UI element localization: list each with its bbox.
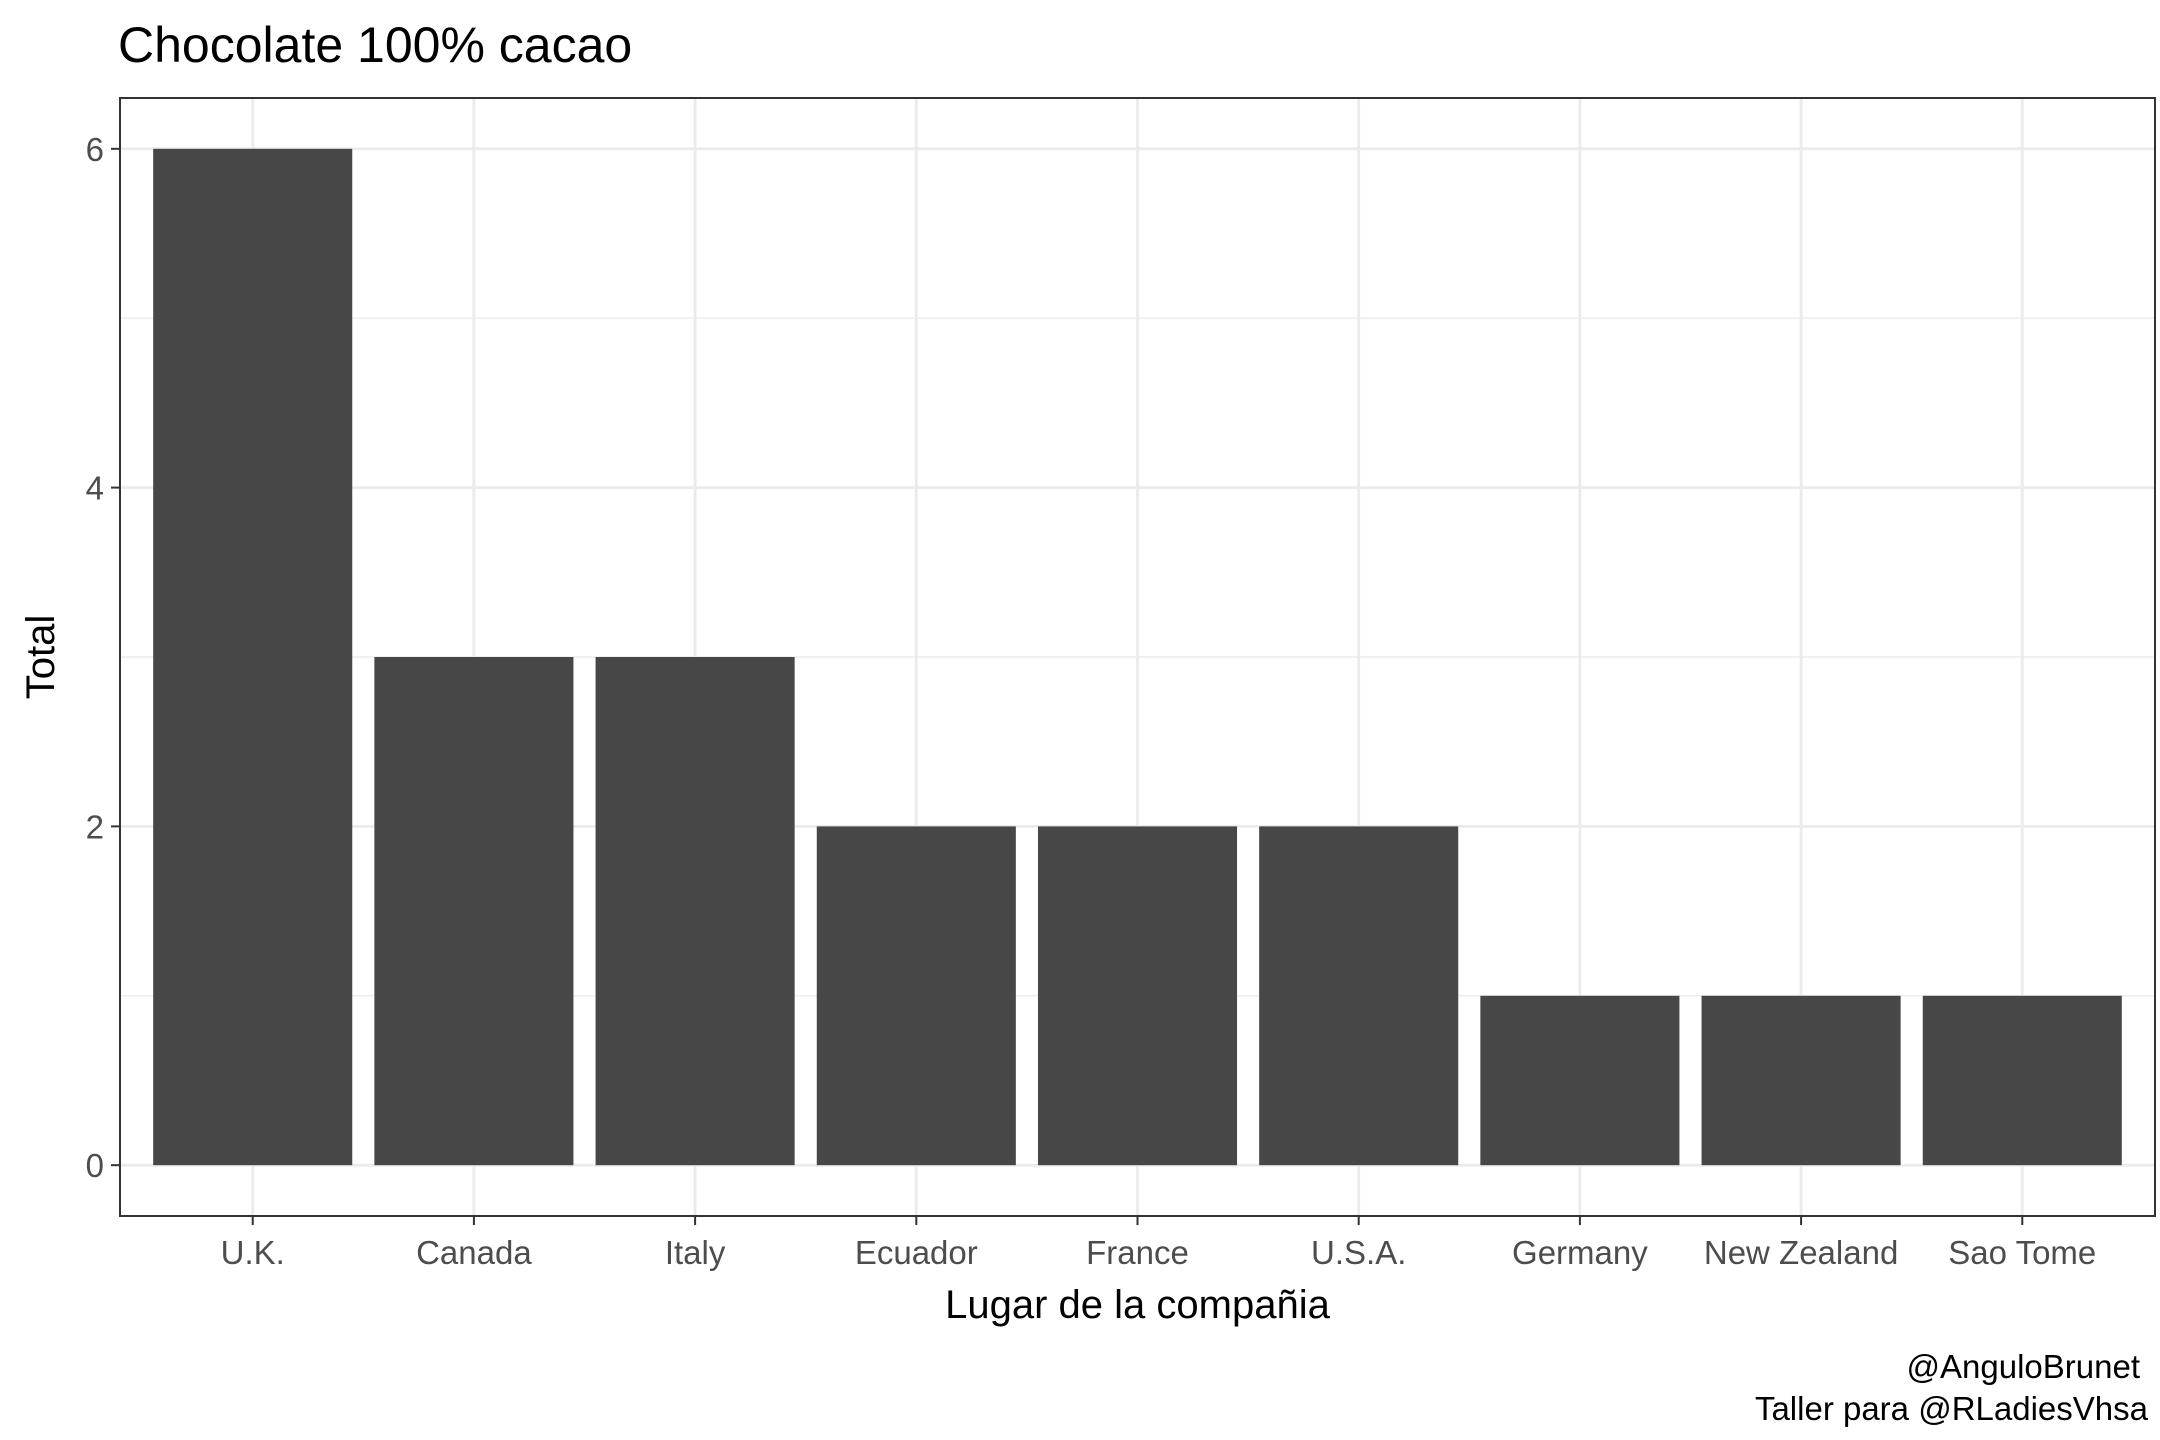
x-tick-label: Ecuador [855, 1234, 978, 1271]
bar-u-s-a [1259, 826, 1459, 1166]
bar-germany [1480, 995, 1680, 1166]
x-tick-label: U.S.A. [1311, 1234, 1406, 1271]
bar-u-k [153, 148, 353, 1166]
x-tick-label: New Zealand [1704, 1234, 1898, 1271]
x-tick-label: U.K. [221, 1234, 285, 1271]
y-tick-label: 4 [86, 470, 104, 507]
bar-sao-tome [1922, 995, 2122, 1166]
x-tick-label: Germany [1512, 1234, 1648, 1271]
y-axis-title: Total [19, 615, 63, 700]
x-tick-label: Canada [416, 1234, 532, 1271]
y-axis: 0 2 4 6 [86, 131, 120, 1184]
bar-canada [374, 657, 574, 1166]
x-tick-label: Italy [665, 1234, 726, 1271]
bar-france [1037, 826, 1238, 1166]
x-tick-label: Sao Tome [1948, 1234, 2096, 1271]
bar-new-zealand [1701, 995, 1901, 1166]
caption-line-2: Taller para @RLadiesVhsa [1755, 1390, 2149, 1427]
x-tick-label: France [1086, 1234, 1189, 1271]
y-tick-label: 0 [86, 1147, 104, 1184]
y-tick-label: 6 [86, 131, 104, 168]
x-axis: U.K. Canada Italy Ecuador France U.S.A. German… [221, 1216, 2096, 1271]
bar-ecuador [816, 826, 1016, 1166]
x-axis-title: Lugar de la compañia [945, 1283, 1330, 1327]
bars [153, 148, 2122, 1166]
bar-italy [595, 657, 795, 1166]
caption-line-1: @AnguloBrunet [1907, 1348, 2140, 1385]
y-tick-label: 2 [86, 808, 104, 845]
chart-title: Chocolate 100% cacao [118, 17, 632, 73]
